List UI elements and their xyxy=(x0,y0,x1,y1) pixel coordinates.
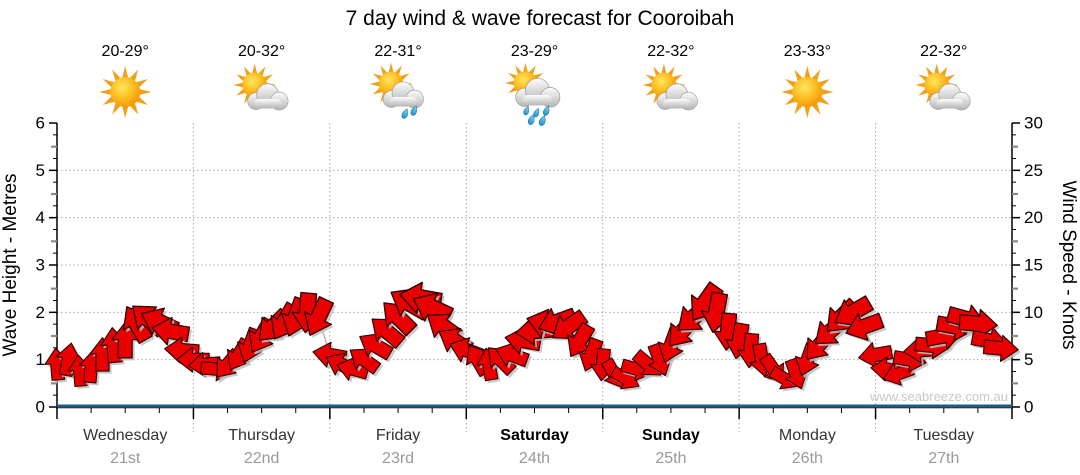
day-name-label: Sunday xyxy=(642,427,700,444)
wind-arrow xyxy=(552,309,589,340)
cloud-shape xyxy=(656,83,698,111)
raindrop xyxy=(527,114,535,125)
wind-arrow xyxy=(55,342,82,377)
day-date-label: 24th xyxy=(519,450,550,467)
weather-icon-sunny xyxy=(781,66,834,118)
wind-arrow xyxy=(303,296,335,336)
day-date-label: 21st xyxy=(110,450,141,467)
wind-arrow xyxy=(371,318,406,349)
day-temp-label: 22-32° xyxy=(647,43,694,60)
sun-disc xyxy=(110,77,141,107)
wind-arrow xyxy=(495,342,530,368)
day-temp-label: 23-33° xyxy=(784,43,831,60)
wind-arrow xyxy=(845,312,885,341)
day-name-label: Saturday xyxy=(500,427,569,444)
wind-tick-label: 0 xyxy=(1024,398,1033,417)
raindrop xyxy=(523,105,530,116)
raindrop xyxy=(533,107,540,118)
day-name-label: Wednesday xyxy=(83,427,167,444)
weather-icon-partly-cloudy xyxy=(233,63,289,111)
sun-shape xyxy=(99,66,152,118)
weather-icon-showers xyxy=(505,62,561,126)
day-temp-label: 22-31° xyxy=(374,43,421,60)
raindrop xyxy=(410,105,417,116)
sun-disc xyxy=(792,77,823,107)
wind-arrow xyxy=(858,342,894,369)
wave-tick-label: 3 xyxy=(36,256,45,275)
wind-tick-label: 25 xyxy=(1024,161,1043,180)
wind-tick-label: 15 xyxy=(1024,256,1043,275)
cloud-shape xyxy=(382,81,424,109)
cloud-shape xyxy=(515,77,561,108)
day-name-label: Tuesday xyxy=(913,427,974,444)
day-temp-label: 20-32° xyxy=(238,43,285,60)
wave-tick-label: 2 xyxy=(36,303,45,322)
wave-tick-label: 4 xyxy=(36,208,45,227)
wind-arrow xyxy=(958,308,999,339)
cloud-shape xyxy=(929,83,971,111)
wave-tick-label: 1 xyxy=(36,350,45,369)
wind-tick-label: 20 xyxy=(1024,208,1043,227)
sun-shape xyxy=(781,66,834,118)
wind-tick-label: 30 xyxy=(1024,114,1043,133)
cloud-shape xyxy=(247,83,289,111)
wind-arrow xyxy=(349,348,382,375)
day-temp-label: 22-32° xyxy=(920,43,967,60)
raindrop xyxy=(538,115,546,126)
weather-icon-light-showers xyxy=(369,62,424,119)
day-date-label: 25th xyxy=(655,450,686,467)
day-temp-label: 20-29° xyxy=(102,43,149,60)
day-date-label: 22nd xyxy=(244,450,280,467)
wave-tick-label: 0 xyxy=(36,398,45,417)
weather-icon-sunny xyxy=(99,66,152,118)
weather-icon-partly-cloudy xyxy=(642,63,698,111)
wave-tick-label: 5 xyxy=(36,161,45,180)
chart-title: 7 day wind & wave forecast for Cooroibah xyxy=(345,7,735,30)
weather-icon-partly-cloudy xyxy=(915,63,971,111)
wave-tick-label: 6 xyxy=(36,114,45,133)
day-date-label: 26th xyxy=(792,450,823,467)
wind-tick-label: 10 xyxy=(1024,303,1043,322)
raindrop xyxy=(401,108,408,119)
day-date-label: 27th xyxy=(928,450,959,467)
day-date-label: 23rd xyxy=(382,450,414,467)
wind-arrow xyxy=(359,332,394,361)
left-axis-title: Wave Height - Metres xyxy=(0,173,21,356)
wind-arrow xyxy=(982,334,1019,362)
day-temp-label: 23-29° xyxy=(511,43,558,60)
watermark: www.seabreeze.com.au xyxy=(869,389,1008,404)
day-name-label: Thursday xyxy=(228,427,295,444)
right-axis-title: Wind Speed - Knots xyxy=(1058,181,1079,350)
wind-tick-label: 5 xyxy=(1024,350,1033,369)
day-name-label: Monday xyxy=(779,427,836,444)
day-name-label: Friday xyxy=(376,427,420,444)
